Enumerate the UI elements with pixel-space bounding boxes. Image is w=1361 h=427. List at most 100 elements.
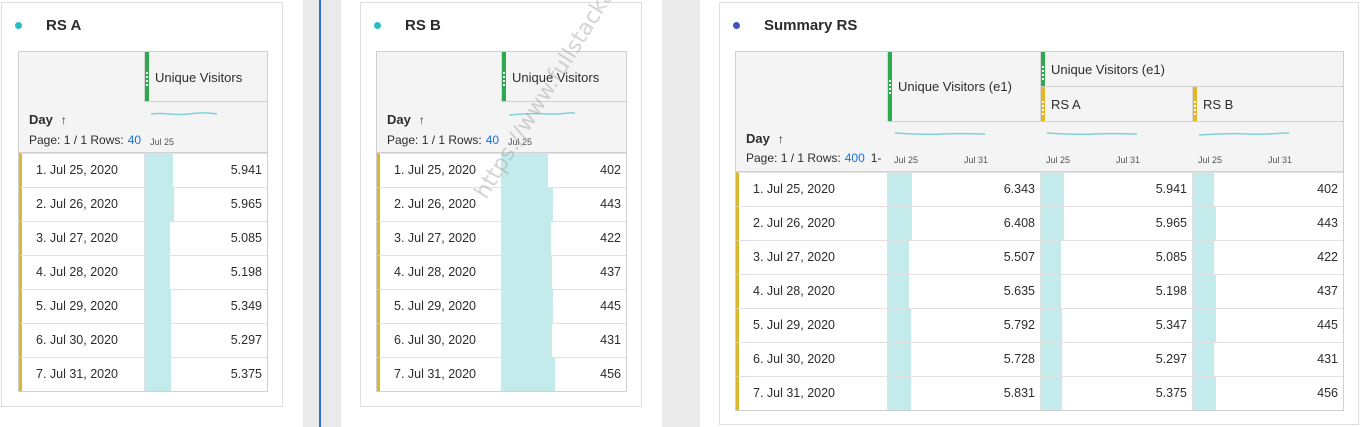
drag-handle[interactable] (145, 52, 149, 101)
row-label[interactable]: 5. Jul 29, 2020 (753, 318, 836, 332)
drag-handle[interactable] (1041, 87, 1045, 121)
dimension-header[interactable]: Day ↑ (746, 131, 784, 146)
table-row[interactable]: 3. Jul 27, 2020 5.085 (19, 221, 267, 255)
table-row[interactable]: 7. Jul 31, 2020 456 (377, 357, 626, 391)
row-label[interactable]: 7. Jul 31, 2020 (394, 367, 477, 381)
table-row[interactable]: 7. Jul 31, 2020 5.375 (19, 357, 267, 391)
segment-column-header-rs-b[interactable]: RS B (1192, 87, 1343, 122)
table-row[interactable]: 1. Jul 25, 2020 6.343 5.941 402 (736, 172, 1343, 206)
table-row[interactable]: 7. Jul 31, 2020 5.831 5.375 456 (736, 376, 1343, 410)
drag-handle[interactable] (1041, 52, 1045, 86)
percent-bar (888, 241, 909, 274)
total-metric-cell: 5.507 (887, 241, 1040, 274)
metric-value: 6.408 (1003, 216, 1035, 230)
percent-bar (1193, 241, 1214, 274)
dimension-header[interactable]: Day ↑ (29, 112, 67, 127)
table-row[interactable]: 2. Jul 26, 2020 443 (377, 187, 626, 221)
row-label[interactable]: 1. Jul 25, 2020 (753, 182, 836, 196)
table-row[interactable]: 4. Jul 28, 2020 5.198 (19, 255, 267, 289)
percent-bar (502, 188, 553, 221)
table-row[interactable]: 3. Jul 27, 2020 5.507 5.085 422 (736, 240, 1343, 274)
metric-value: 422 (600, 231, 621, 245)
rs-b-metric-cell: 456 (1192, 377, 1343, 410)
table-row[interactable]: 4. Jul 28, 2020 437 (377, 255, 626, 289)
percent-bar (502, 256, 552, 289)
rs-a-metric-cell: 5.965 (1040, 207, 1192, 240)
segment-group-header[interactable]: Unique Visitors (e1) (1040, 52, 1343, 87)
row-label[interactable]: 2. Jul 26, 2020 (753, 216, 836, 230)
sort-ascending-icon[interactable]: ↑ (60, 113, 67, 127)
metric-value: 402 (600, 163, 621, 177)
rs-a-metric-cell: 5.198 (1040, 275, 1192, 308)
sort-ascending-icon[interactable]: ↑ (777, 132, 784, 146)
table-row[interactable]: 1. Jul 25, 2020 5.941 (19, 153, 267, 187)
table-row[interactable]: 5. Jul 29, 2020 5.349 (19, 289, 267, 323)
row-label[interactable]: 5. Jul 29, 2020 (394, 299, 477, 313)
rs-b-metric-cell: 443 (1192, 207, 1343, 240)
drag-handle[interactable] (1193, 87, 1197, 121)
percent-bar (1041, 275, 1061, 308)
table-row[interactable]: 5. Jul 29, 2020 5.792 5.347 445 (736, 308, 1343, 342)
metric-label: Unique Visitors (512, 70, 600, 85)
percent-bar (502, 154, 548, 187)
metric-column-header[interactable]: Unique Visitors (e1) (887, 52, 1040, 122)
freeform-panel-summary-rs[interactable]: Summary RS Unique Visitors (e1) Unique V… (719, 2, 1359, 425)
metric-cell: 5.297 (144, 324, 267, 357)
row-label[interactable]: 5. Jul 29, 2020 (36, 299, 119, 313)
percent-bar (1041, 343, 1062, 376)
rs-a-metric-cell: 5.375 (1040, 377, 1192, 410)
row-label[interactable]: 6. Jul 30, 2020 (753, 352, 836, 366)
total-metric-cell: 5.635 (887, 275, 1040, 308)
rows-per-page-selector[interactable]: 40 (485, 133, 500, 147)
row-label[interactable]: 1. Jul 25, 2020 (394, 163, 477, 177)
metric-cell: 445 (501, 290, 626, 323)
row-label[interactable]: 3. Jul 27, 2020 (394, 231, 477, 245)
table-row[interactable]: 6. Jul 30, 2020 5.297 (19, 323, 267, 357)
row-label[interactable]: 7. Jul 31, 2020 (753, 386, 836, 400)
table-row[interactable]: 2. Jul 26, 2020 6.408 5.965 443 (736, 206, 1343, 240)
row-label[interactable]: 1. Jul 25, 2020 (36, 163, 119, 177)
row-label[interactable]: 3. Jul 27, 2020 (753, 250, 836, 264)
row-label[interactable]: 4. Jul 28, 2020 (753, 284, 836, 298)
drag-handle[interactable] (502, 52, 506, 101)
row-label[interactable]: 6. Jul 30, 2020 (394, 333, 477, 347)
percent-bar (888, 377, 911, 410)
freeform-panel-rs-a[interactable]: RS A Unique Visitors Day ↑ Page: 1 / 1 Ro… (1, 2, 283, 407)
row-label[interactable]: 2. Jul 26, 2020 (36, 197, 119, 211)
row-label[interactable]: 7. Jul 31, 2020 (36, 367, 119, 381)
panel-title: RS A (46, 16, 82, 34)
metric-value: 422 (1317, 250, 1338, 264)
percent-bar (502, 358, 555, 391)
row-label[interactable]: 4. Jul 28, 2020 (394, 265, 477, 279)
segment-column-header-rs-a[interactable]: RS A (1040, 87, 1192, 122)
table-row[interactable]: 6. Jul 30, 2020 431 (377, 323, 626, 357)
sort-ascending-icon[interactable]: ↑ (418, 113, 425, 127)
drag-handle[interactable] (888, 52, 892, 121)
metric-cell: 5.349 (144, 290, 267, 323)
panel-header: RS A (2, 3, 282, 47)
rows-per-page-selector[interactable]: 400 (844, 151, 865, 165)
metric-cell: 5.965 (144, 188, 267, 221)
dimension-header[interactable]: Day ↑ (387, 112, 425, 127)
table-row[interactable]: 4. Jul 28, 2020 5.635 5.198 437 (736, 274, 1343, 308)
metric-value: 445 (600, 299, 621, 313)
row-label[interactable]: 3. Jul 27, 2020 (36, 231, 119, 245)
row-label[interactable]: 4. Jul 28, 2020 (36, 265, 119, 279)
freeform-panel-rs-b[interactable]: RS B Unique Visitors Day ↑ Page: 1 / 1 Ro… (360, 2, 642, 407)
table-row[interactable]: 1. Jul 25, 2020 402 (377, 153, 626, 187)
table-row[interactable]: 5. Jul 29, 2020 445 (377, 289, 626, 323)
metric-column-header[interactable]: Unique Visitors (501, 52, 626, 102)
table-row[interactable]: 3. Jul 27, 2020 422 (377, 221, 626, 255)
table-row[interactable]: 2. Jul 26, 2020 5.965 (19, 187, 267, 221)
percent-bar (1193, 343, 1214, 376)
percent-bar (145, 324, 171, 357)
metric-column-header[interactable]: Unique Visitors (144, 52, 267, 102)
rs-a-metric-cell: 5.297 (1040, 343, 1192, 376)
rows-per-page-selector[interactable]: 40 (127, 133, 142, 147)
rs-b-metric-cell: 431 (1192, 343, 1343, 376)
axis-tick: Jul 31 (964, 155, 989, 165)
table-row[interactable]: 6. Jul 30, 2020 5.728 5.297 431 (736, 342, 1343, 376)
panel-status-dot (733, 21, 740, 29)
row-label[interactable]: 2. Jul 26, 2020 (394, 197, 477, 211)
row-label[interactable]: 6. Jul 30, 2020 (36, 333, 119, 347)
